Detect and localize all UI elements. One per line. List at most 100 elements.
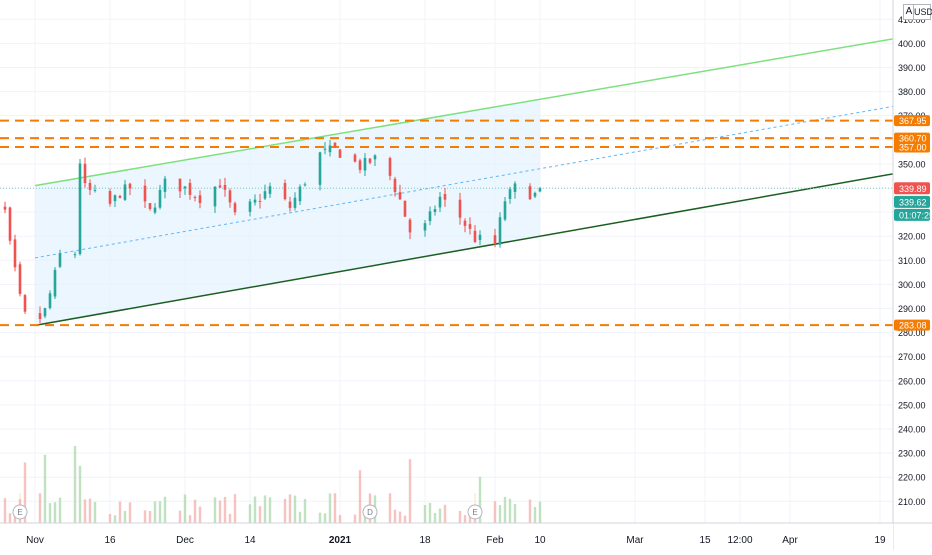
time-tick-label: Feb xyxy=(486,535,504,546)
candle-body xyxy=(493,235,497,243)
price-tick-label: 280.00 xyxy=(898,328,926,338)
volume-bar xyxy=(3,498,7,523)
volume-bar xyxy=(508,498,512,523)
volume-bar xyxy=(538,501,542,523)
price-tick-label: 210.00 xyxy=(898,497,926,507)
candle-body xyxy=(503,201,507,220)
candle-body xyxy=(158,189,162,208)
volume-bar xyxy=(258,506,262,523)
volume-bar xyxy=(398,511,402,523)
volume-bar xyxy=(23,462,27,523)
candle-body xyxy=(373,155,377,160)
candle-body xyxy=(293,197,297,208)
candle-body xyxy=(178,178,182,192)
event-marker-letter: E xyxy=(472,508,477,517)
volume-bar xyxy=(433,512,437,523)
event-marker[interactable]: E xyxy=(12,504,28,520)
volume-bar xyxy=(408,459,412,523)
event-marker[interactable]: D xyxy=(362,504,378,520)
candle-body xyxy=(143,185,147,202)
price-axis: 210.00 220.00 230.00 240.00 250.00 260.00 270.… xyxy=(892,0,932,550)
time-tick-label: 14 xyxy=(244,535,256,546)
candle-body xyxy=(473,230,477,243)
candle-body xyxy=(83,163,87,184)
channel-mid-line xyxy=(34,105,896,259)
volume-bar xyxy=(153,501,157,523)
volume-bar xyxy=(78,465,82,523)
volume-bar xyxy=(328,493,332,523)
candle-body xyxy=(288,201,292,208)
level-tag-bg xyxy=(894,319,930,331)
volume-bar xyxy=(8,513,12,523)
candle-body xyxy=(408,219,412,233)
event-marker[interactable]: E xyxy=(467,504,483,520)
price-tick-label: 250.00 xyxy=(898,400,926,410)
event-marker-letter: E xyxy=(17,508,22,517)
volume-bar xyxy=(43,454,47,523)
volume-bar xyxy=(248,504,252,523)
candle-body xyxy=(213,186,217,207)
candle-body xyxy=(508,189,512,199)
volume-bar xyxy=(493,501,497,523)
volume-bar xyxy=(443,504,447,523)
price-tick-label: 230.00 xyxy=(898,449,926,459)
volume-bar xyxy=(283,498,287,523)
volume-bar xyxy=(463,515,467,523)
level-tag: 357.00 xyxy=(899,143,927,153)
price-tick-label: 270.00 xyxy=(898,352,926,362)
candle-body xyxy=(368,158,372,163)
price-tick-label: 320.00 xyxy=(898,232,926,242)
candles xyxy=(3,139,542,324)
volume-bar xyxy=(178,510,182,523)
candle-body xyxy=(193,196,197,198)
candle-body xyxy=(43,308,47,317)
candle-body xyxy=(13,239,17,268)
candle-body xyxy=(248,201,252,212)
volume-bar xyxy=(218,500,222,523)
volume-bar xyxy=(83,499,87,523)
volume-bar xyxy=(193,499,197,523)
candle-body xyxy=(258,200,262,202)
volume-bar xyxy=(118,501,122,523)
price-tick-label: 400.00 xyxy=(898,39,926,49)
candle-body xyxy=(428,211,432,222)
volume-bar xyxy=(323,513,327,523)
candle-body xyxy=(123,184,127,200)
volume-bar xyxy=(198,506,202,523)
candle-body xyxy=(438,196,442,208)
volume-bar xyxy=(533,507,537,523)
currency-button[interactable]: USD xyxy=(913,4,932,20)
candle-body xyxy=(283,183,287,200)
channel-upper-line xyxy=(34,37,896,187)
candle-body xyxy=(128,183,132,189)
price-tick-label: 260.00 xyxy=(898,376,926,386)
candle-body xyxy=(393,178,397,192)
current-price-tag: 339.89 xyxy=(899,184,927,194)
price-tick-label: 380.00 xyxy=(898,87,926,97)
volume-bar xyxy=(88,498,92,523)
volume-bar xyxy=(188,515,192,523)
candle-body xyxy=(228,190,232,203)
candle-body xyxy=(78,163,82,254)
volume-bar xyxy=(183,494,187,523)
time-tick-label: 12:00 xyxy=(727,535,752,546)
candle-body xyxy=(403,200,407,217)
volume-bar xyxy=(228,513,232,523)
candle-body xyxy=(93,189,97,191)
time-tick-label: Mar xyxy=(626,535,644,546)
candle-body xyxy=(363,157,367,171)
previous-price-tag: 339.62 xyxy=(899,197,927,207)
candle-body xyxy=(423,223,427,231)
volume-bar xyxy=(388,493,392,523)
candle-body xyxy=(233,203,237,213)
countdown-timer-tag: 01:07:25 xyxy=(899,210,932,220)
candle-body xyxy=(38,313,42,320)
candle-body xyxy=(3,206,7,210)
candle-body xyxy=(498,217,502,245)
level-tag: 283.08 xyxy=(899,321,927,331)
channel-lower-line xyxy=(34,172,896,327)
price-tick-label: 310.00 xyxy=(898,256,926,266)
price-tick-label: 390.00 xyxy=(898,63,926,73)
